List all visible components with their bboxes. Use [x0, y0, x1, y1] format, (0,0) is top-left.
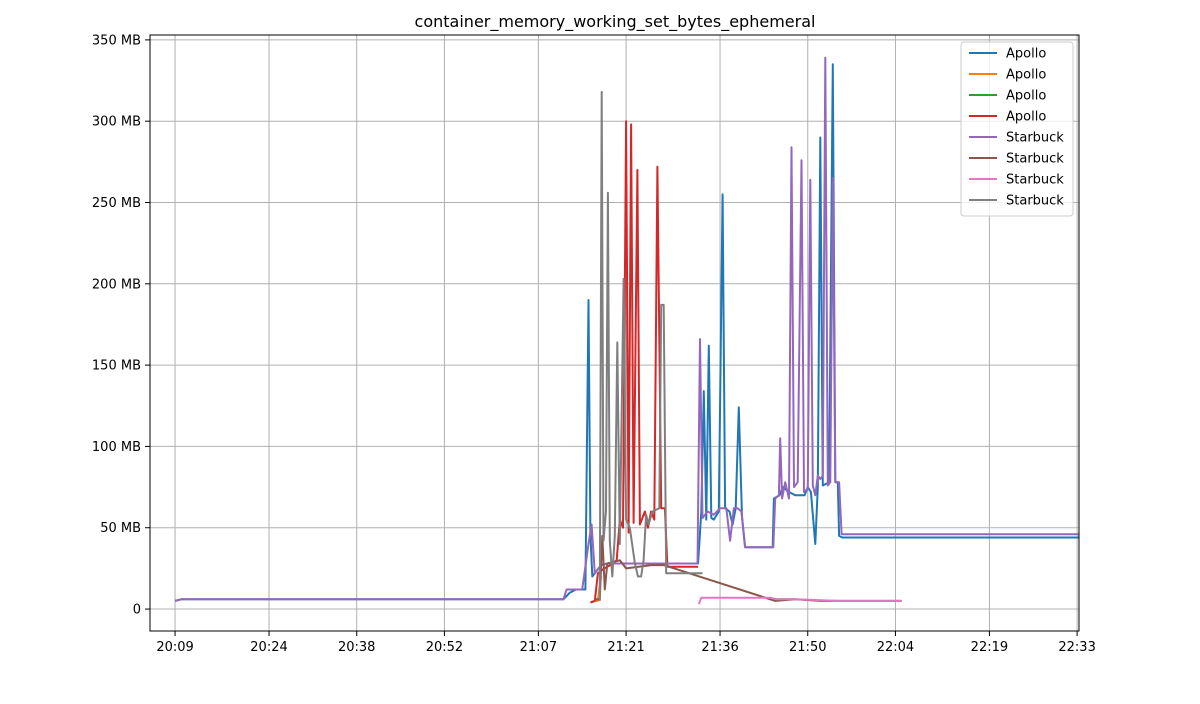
series-line-6: [594, 534, 902, 602]
legend-box: [960, 41, 1074, 217]
x-tick-label: 20:24: [250, 640, 287, 655]
y-tick-label: 0: [133, 603, 141, 618]
x-tick-label: 22:04: [877, 640, 914, 655]
y-tick-label: 100 MB: [92, 440, 141, 455]
series-line-4: [590, 120, 699, 604]
x-tick-label: 21:36: [701, 640, 738, 655]
chart-title: container_memory_working_set_bytes_ephem…: [415, 12, 816, 32]
y-tick-label: 250 MB: [92, 196, 141, 211]
y-tick-label: 300 MB: [92, 115, 141, 130]
legend-label: Starbuck: [1006, 131, 1064, 146]
y-axis: 0 50 MB 100 MB 150 MB 200 MB 250 MB 300 MB 350 …: [92, 33, 150, 618]
legend-label: Starbuck: [1006, 194, 1064, 209]
plot-frame: [149, 34, 1080, 632]
x-tick-label: 21:21: [607, 640, 644, 655]
series-line-1: [174, 63, 1079, 602]
x-tick-label: 22:19: [971, 640, 1008, 655]
series-lines: [174, 56, 1079, 605]
legend-label: Starbuck: [1006, 173, 1064, 188]
x-axis: 20:09 20:24 20:38 20:52 21:07 21:21 21:36 21:50…: [156, 631, 1096, 655]
series-line-7: [697, 596, 902, 605]
legend-label: Apollo: [1006, 110, 1046, 125]
y-tick-label: 350 MB: [92, 33, 141, 48]
x-tick-label: 20:38: [338, 640, 375, 655]
legend-label: Apollo: [1006, 68, 1046, 83]
series-line-8: [598, 90, 703, 601]
legend: Apollo Apollo Apollo Apollo Starbuck Starbuck…: [960, 41, 1074, 217]
x-tick-label: 21:50: [789, 640, 826, 655]
legend-label: Apollo: [1006, 89, 1046, 104]
y-tick-label: 200 MB: [92, 277, 141, 292]
series-line-5: [174, 56, 1079, 602]
y-tick-label: 150 MB: [92, 359, 141, 374]
y-tick-label: 50 MB: [100, 521, 141, 536]
legend-label: Apollo: [1006, 47, 1046, 62]
x-tick-label: 20:09: [156, 640, 193, 655]
x-tick-label: 22:33: [1058, 640, 1095, 655]
x-tick-label: 21:07: [520, 640, 557, 655]
x-tick-label: 20:52: [426, 640, 463, 655]
legend-label: Starbuck: [1006, 152, 1064, 167]
